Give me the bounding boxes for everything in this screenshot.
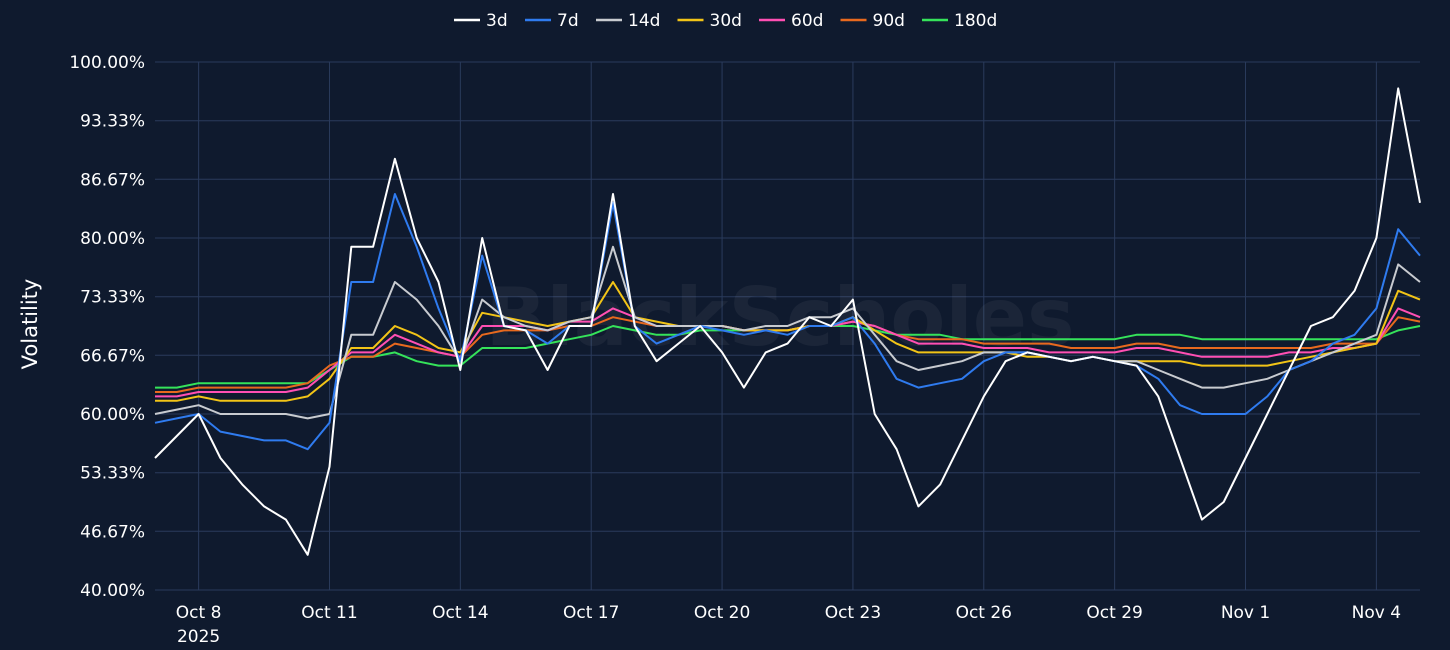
x-tick-label: Oct 29 — [1086, 603, 1142, 623]
watermark-text: BlackScholes — [485, 271, 1074, 364]
legend: 3d 7d 14d 30d 60d 90d 180d — [454, 11, 997, 31]
y-tick-label: 53.33% — [80, 464, 145, 484]
legend-label: 3d — [486, 11, 508, 31]
y-tick-label: 73.33% — [80, 288, 145, 308]
series-line-14d — [154, 245, 1421, 420]
legend-item-30d[interactable]: 30d — [677, 11, 742, 31]
x-tick-label: Oct 14 — [432, 603, 488, 623]
series-line-3d — [154, 87, 1421, 556]
y-axis-title: Volatility — [18, 279, 42, 370]
x-tick-label: Oct 11 — [301, 603, 357, 623]
series-layer — [154, 87, 1421, 556]
legend-item-180d[interactable]: 180d — [922, 11, 997, 31]
x-tick-label: Nov 4 — [1352, 603, 1401, 623]
y-axis: 100.00% 93.33% 86.67% 80.00% 73.33% 66.67% 60.… — [69, 53, 145, 601]
x-tick-sublabel: 2025 — [177, 627, 220, 647]
y-tick-label: 80.00% — [80, 229, 145, 249]
y-tick-label: 93.33% — [80, 112, 145, 132]
legend-label: 90d — [873, 11, 905, 31]
legend-label: 30d — [710, 11, 742, 31]
legend-label: 60d — [791, 11, 823, 31]
legend-item-3d[interactable]: 3d — [454, 11, 508, 31]
x-axis: Oct 8 2025 Oct 11 Oct 14 Oct 17 Oct 20 Oct 23 O… — [176, 603, 1401, 647]
legend-label: 7d — [557, 11, 579, 31]
legend-item-14d[interactable]: 14d — [596, 11, 660, 31]
legend-item-7d[interactable]: 7d — [525, 11, 579, 31]
series-line-7d — [154, 193, 1421, 451]
x-tick-label: Oct 8 — [176, 603, 222, 623]
x-tick-label: Oct 26 — [956, 603, 1012, 623]
y-tick-label: 86.67% — [80, 170, 145, 190]
legend-item-60d[interactable]: 60d — [759, 11, 823, 31]
x-tick-label: Oct 20 — [694, 603, 750, 623]
x-tick-label: Oct 17 — [563, 603, 619, 623]
y-tick-label: 100.00% — [69, 53, 145, 73]
y-tick-label: 46.67% — [80, 522, 145, 542]
y-tick-label: 60.00% — [80, 405, 145, 425]
series-line-30d — [155, 281, 1421, 402]
y-tick-label: 66.67% — [80, 346, 145, 366]
legend-label: 180d — [954, 11, 997, 31]
legend-item-90d[interactable]: 90d — [840, 11, 905, 31]
x-tick-label: Oct 23 — [825, 603, 881, 623]
y-tick-label: 40.00% — [80, 581, 145, 601]
legend-label: 14d — [628, 11, 660, 31]
x-tick-label: Nov 1 — [1221, 603, 1270, 623]
